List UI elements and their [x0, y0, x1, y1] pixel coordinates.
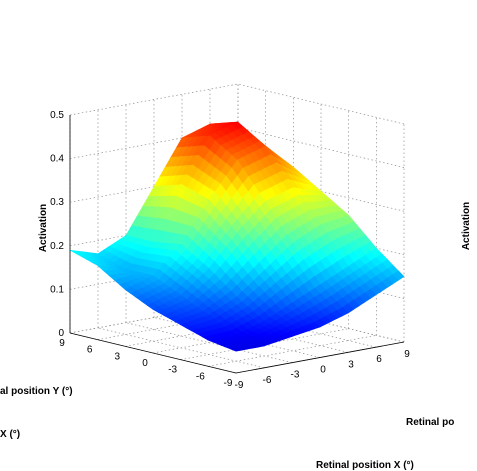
axes — [69, 115, 405, 374]
y-tick-label: 0 — [142, 358, 148, 369]
y-tick-label: -6 — [196, 371, 205, 382]
x-tick-label: 0 — [320, 365, 326, 376]
surface-mesh — [69, 121, 405, 352]
z-tick-label: 0.1 — [50, 284, 64, 295]
y-axis-label: al position Y (°) — [0, 386, 73, 397]
grid-line — [237, 127, 405, 168]
grid-line — [69, 301, 239, 334]
y-tick-label: -3 — [168, 365, 177, 376]
right-panel-x-axis-label: Retinal po — [406, 417, 454, 428]
surface-patch — [229, 347, 243, 352]
y-axis-line — [69, 332, 237, 374]
grid-line — [69, 127, 239, 159]
tick-labels: 0 0.1 0.2 0.3 0.4 0.5 9 6 3 0 -3 -6 -9 -9 -6 -3 0 3 6 9 — [50, 110, 410, 391]
x-tick-label: 9 — [404, 349, 410, 360]
x-tick-label: -3 — [291, 370, 300, 381]
grid-line — [208, 334, 377, 367]
x-tick-label: -6 — [263, 375, 272, 386]
right-panel-z-axis-label: Activation — [461, 202, 472, 250]
z-axis-label: Activation — [38, 204, 49, 252]
grid-line — [237, 83, 405, 125]
z-tick-label: 0 — [58, 328, 64, 339]
x-tick-label: 3 — [348, 359, 354, 370]
grid-line — [69, 83, 239, 116]
y-tick-label: -9 — [224, 378, 233, 389]
x-axis-line — [235, 341, 405, 374]
y-tick-label: 6 — [87, 345, 93, 356]
z-tick-label: 0.2 — [50, 241, 64, 252]
z-tick-label: 0.5 — [50, 110, 64, 121]
x-axis-label-cut: X (°) — [0, 429, 20, 440]
z-tick-label: 0.4 — [50, 154, 64, 165]
x-tick-label: -9 — [235, 380, 244, 391]
z-tick-label: 0.3 — [50, 197, 64, 208]
x-axis-label: Retinal position X (°) — [316, 460, 414, 471]
x-tick-label: 6 — [376, 354, 382, 365]
y-tick-label: 3 — [115, 351, 121, 362]
y-tick-label: 9 — [59, 338, 65, 349]
